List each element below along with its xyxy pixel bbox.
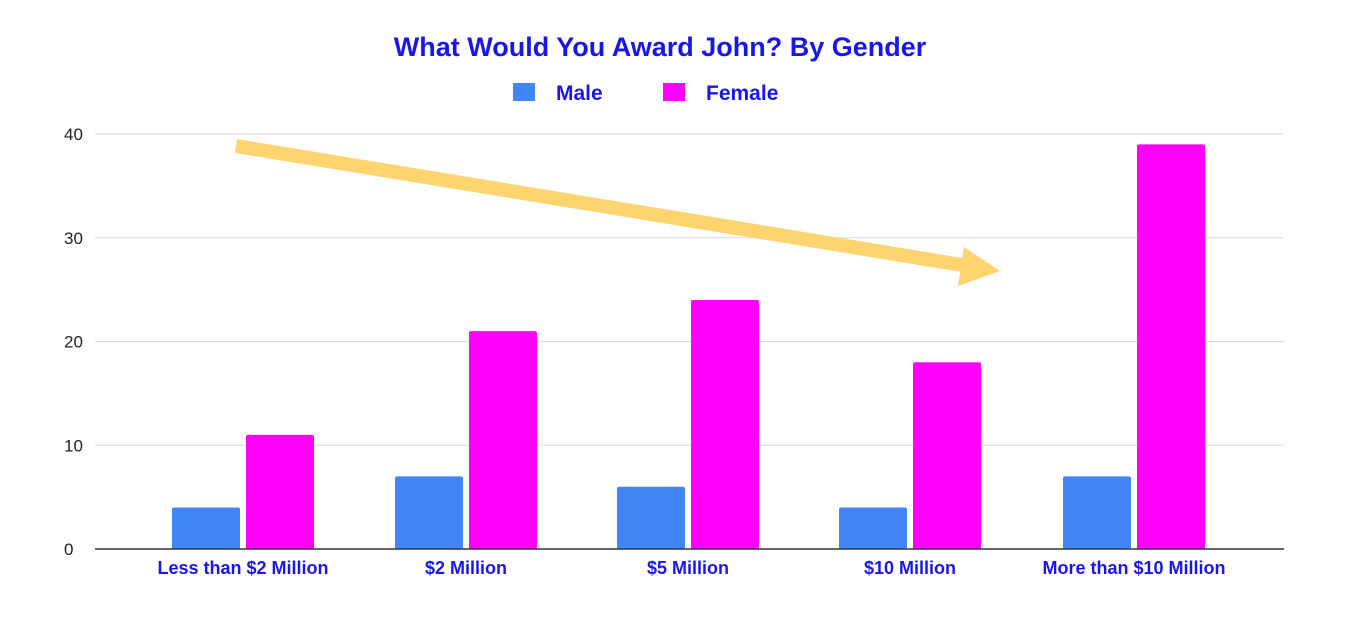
- bars: [172, 144, 1205, 549]
- bar-female-1: [469, 331, 537, 549]
- trend-arrow: [234, 139, 1000, 286]
- trend-arrow-head: [958, 247, 1000, 286]
- legend-swatch-male: [513, 83, 535, 101]
- y-axis-ticks: 0 10 20 30 40: [64, 125, 83, 559]
- legend-label-female: Female: [706, 82, 778, 105]
- bar-male-2: [617, 486, 685, 549]
- x-tick-label: $2 Million: [425, 558, 507, 578]
- bar-male-4: [1063, 476, 1131, 549]
- x-tick-label: $5 Million: [647, 558, 729, 578]
- y-tick-label: 30: [64, 229, 83, 248]
- y-tick-label: 10: [64, 436, 83, 455]
- trend-arrow-shaft: [234, 139, 964, 272]
- legend: Male Female: [513, 82, 778, 105]
- bar-male-3: [839, 507, 907, 549]
- chart-title: What Would You Award John? By Gender: [394, 32, 927, 62]
- y-tick-label: 0: [64, 540, 73, 559]
- x-axis-ticks: Less than $2 Million $2 Million $5 Million…: [157, 558, 1225, 578]
- x-tick-label: Less than $2 Million: [157, 558, 328, 578]
- bar-female-4: [1137, 144, 1205, 549]
- bar-male-1: [395, 476, 463, 549]
- legend-label-male: Male: [556, 82, 603, 105]
- x-tick-label: More than $10 Million: [1042, 558, 1225, 578]
- y-tick-label: 40: [64, 125, 83, 144]
- y-tick-label: 20: [64, 333, 83, 352]
- bar-female-3: [913, 362, 981, 549]
- bar-female-0: [246, 434, 314, 549]
- gridlines: [95, 133, 1284, 446]
- legend-swatch-female: [663, 83, 685, 101]
- bar-female-2: [691, 300, 759, 549]
- x-tick-label: $10 Million: [864, 558, 956, 578]
- bar-male-0: [172, 507, 240, 549]
